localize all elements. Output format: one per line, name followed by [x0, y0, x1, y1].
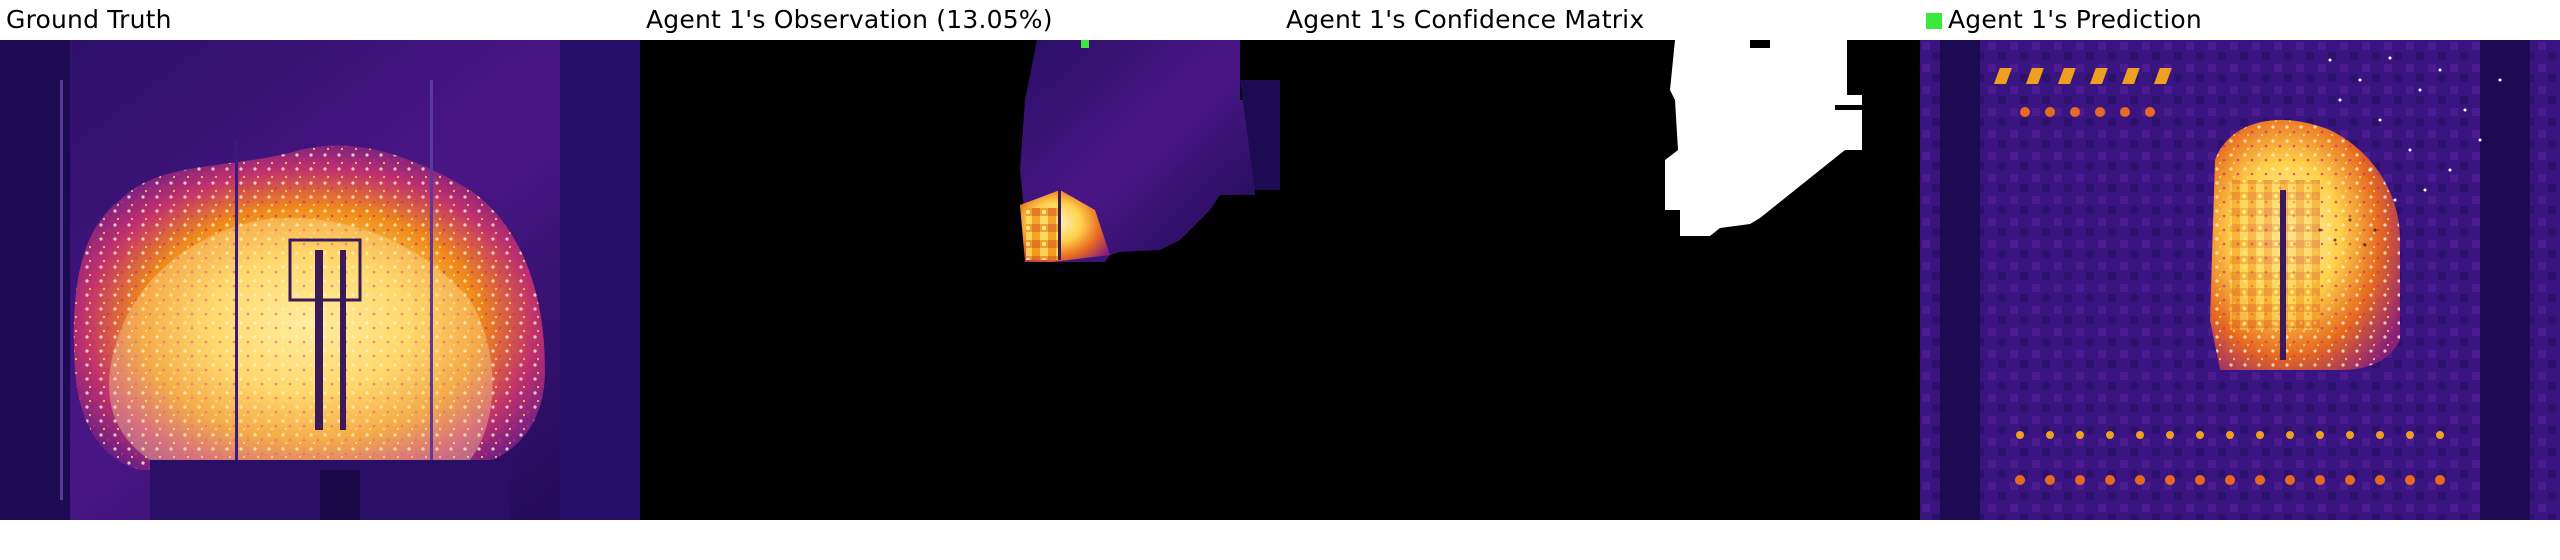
- observation-image: [640, 40, 1280, 520]
- prediction-image: [1920, 40, 2560, 520]
- prediction-title: Agent 1's Prediction: [1926, 4, 2202, 36]
- confidence-matrix-title: Agent 1's Confidence Matrix: [1286, 5, 1645, 34]
- green-square-icon: [1926, 13, 1942, 29]
- ground-truth-title: Ground Truth: [6, 5, 172, 34]
- confidence-matrix-image: [1280, 40, 1920, 520]
- agent-position-marker: [1081, 40, 1089, 48]
- ground-truth-image: [0, 40, 640, 520]
- observation-title: Agent 1's Observation (13.05%): [646, 5, 1053, 34]
- prediction-title-text: Agent 1's Prediction: [1948, 5, 2202, 34]
